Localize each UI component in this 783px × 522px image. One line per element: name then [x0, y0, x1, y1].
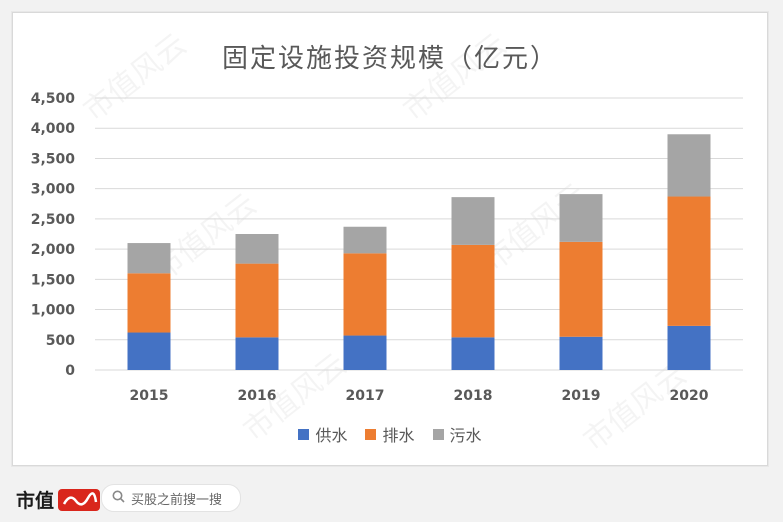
bar-segment: [343, 253, 387, 336]
bar-segment: [343, 335, 387, 370]
legend-item: 排水: [365, 422, 415, 446]
search-icon: [112, 490, 125, 507]
bar-segment: [235, 337, 279, 370]
bar-segment: [559, 336, 603, 370]
stacked-bar-chart: 0 500 1,000 1,500 2,000 2,500 3,000 3,500 4,000 4…: [31, 91, 743, 404]
bar-segment: [559, 241, 603, 337]
bars: [127, 134, 711, 370]
bar-segment: [559, 194, 603, 242]
bar-segment: [667, 134, 711, 197]
bar-segment: [235, 234, 279, 264]
bar-segment: [667, 196, 711, 326]
brand-text: 市值: [16, 490, 55, 512]
x-tick-label: 2015: [130, 388, 169, 404]
y-tick-label: 500: [46, 333, 75, 349]
x-tick-label: 2019: [562, 388, 601, 404]
legend-item: 污水: [432, 422, 482, 446]
y-tick-label: 0: [65, 363, 75, 379]
y-tick-label: 1,500: [31, 272, 76, 288]
bar-segment: [127, 332, 171, 370]
legend-label: 供水: [315, 426, 348, 445]
brand-logo[interactable]: 市值: [16, 486, 101, 513]
x-tick-label: 2020: [670, 388, 709, 404]
y-tick-label: 4,500: [31, 91, 76, 107]
bar-segment: [667, 325, 711, 370]
legend-label: 污水: [449, 426, 482, 445]
brand-mark-icon: [58, 488, 101, 511]
bar-segment: [127, 243, 171, 274]
legend-swatch: [298, 428, 310, 440]
y-tick-label: 2,500: [31, 212, 76, 228]
y-tick-label: 4,000: [31, 121, 76, 137]
chart-title: 固定设施投资规模（亿元）: [221, 44, 558, 74]
y-axis-ticks: 0 500 1,000 1,500 2,000 2,500 3,000 3,500 4,000 4…: [31, 91, 76, 379]
legend-swatch: [432, 428, 444, 440]
bar-segment: [127, 273, 171, 333]
y-tick-label: 2,000: [31, 242, 76, 258]
bar-segment: [451, 197, 495, 245]
y-tick-label: 1,000: [31, 303, 76, 319]
y-tick-label: 3,500: [31, 151, 76, 167]
legend: 供水 排水 污水: [13, 422, 767, 446]
x-tick-label: 2016: [238, 388, 277, 404]
footer: 市值 买股之前搜一搜: [0, 470, 783, 522]
y-tick-label: 3,000: [31, 182, 76, 198]
legend-item: 供水: [298, 422, 347, 446]
x-tick-label: 2017: [346, 388, 385, 404]
bar-segment: [451, 244, 495, 338]
chart-card: 市值风云 市值风云 市值风云 市值风云 市值风云 市值风云 固定设施投资规模（亿…: [12, 12, 768, 466]
bar-segment: [235, 263, 279, 338]
grid-lines: [95, 97, 743, 371]
bar-segment: [451, 337, 495, 370]
search-input[interactable]: 买股之前搜一搜: [101, 484, 241, 512]
legend-label: 排水: [382, 426, 415, 445]
x-tick-label: 2018: [454, 388, 493, 404]
legend-swatch: [365, 428, 377, 440]
x-axis-ticks: 2015 2016 2017 2018 2019 2020: [130, 388, 709, 404]
search-placeholder: 买股之前搜一搜: [131, 492, 223, 508]
bar-segment: [343, 226, 387, 254]
